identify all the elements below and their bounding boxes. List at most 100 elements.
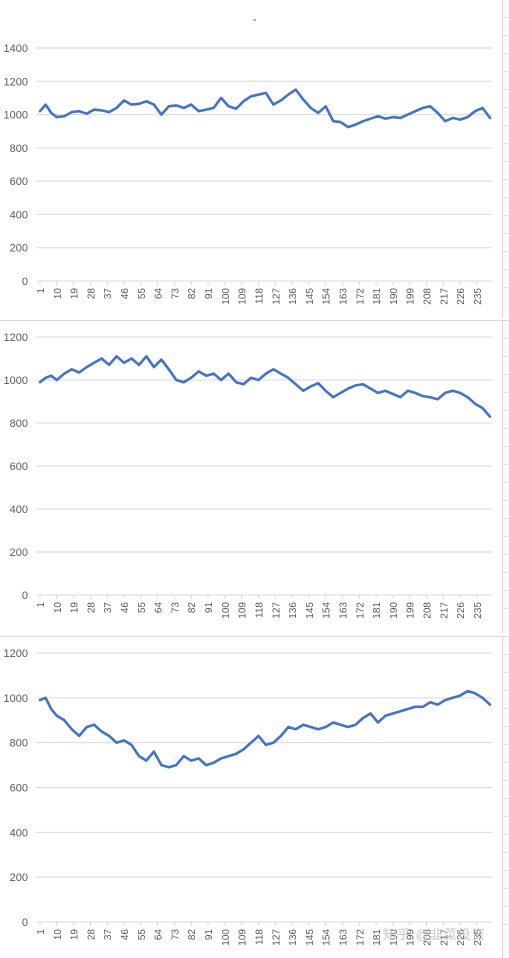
x-tick-label: 226 <box>456 602 467 619</box>
x-tick-label: 118 <box>254 288 265 304</box>
x-tick-label: 190 <box>389 602 400 619</box>
x-tick-label: 181 <box>372 602 383 619</box>
x-tick-label: 28 <box>86 602 97 614</box>
x-tick-label: 136 <box>288 929 299 946</box>
x-tick-label: 55 <box>137 929 148 941</box>
chart-panel-1: - 0 200 400 600 800 1000 1200 1400 1 10 19 28 37 46 55… <box>0 0 509 318</box>
x-tick-label: 136 <box>288 602 299 619</box>
x-tick-label: 190 <box>389 288 400 305</box>
y-tick-label: 0 <box>22 276 28 288</box>
x-tick-label: 208 <box>423 602 434 619</box>
x-tick-label: 19 <box>70 602 81 614</box>
x-tick-label: 145 <box>305 602 316 619</box>
y-tick-label: 1000 <box>4 110 28 122</box>
x-tick-label: 100 <box>221 929 232 946</box>
x-tick-label: 100 <box>221 288 232 305</box>
y-tick-label: 1200 <box>4 332 28 344</box>
x-tick-label: 235 <box>473 602 484 619</box>
x-tick-label: 1 <box>36 288 47 294</box>
x-tick-label: 199 <box>406 929 417 946</box>
x-tick-label: 1 <box>36 602 47 608</box>
x-tick-label: 73 <box>170 602 181 614</box>
watermark-text: 知乎 @韭菜投资 <box>383 927 486 942</box>
series-line-2 <box>38 354 492 418</box>
x-tick-label: 37 <box>103 288 114 300</box>
x-tick-label: 217 <box>439 288 450 305</box>
x-tick-label: 109 <box>238 602 249 619</box>
x-tick-label: 172 <box>355 929 366 946</box>
x-tick-label: 28 <box>86 929 97 941</box>
x-tick-label: 37 <box>103 929 114 941</box>
line-chart-3: 0 200 400 600 800 1000 1200 1 10 19 28 37 46 55 64 73 82… <box>4 648 492 946</box>
chart-panel-3: 0 200 400 600 800 1000 1200 1 10 19 28 37 46 55 64 73 82… <box>0 636 509 958</box>
x-tick-label: 91 <box>204 929 215 941</box>
x-tick-label: 64 <box>154 288 165 300</box>
x-tick-label: 118 <box>254 929 265 945</box>
window-edge <box>502 321 509 633</box>
x-tick-label: 91 <box>204 288 215 300</box>
y-tick-label: 600 <box>10 783 28 795</box>
x-tick-label: 1 <box>36 929 47 935</box>
x-tick-label: 100 <box>221 602 232 619</box>
x-tick-label: 154 <box>322 929 333 946</box>
x-tick-label: 73 <box>170 288 181 300</box>
x-tick-label: 145 <box>305 929 316 946</box>
y-tick-label: 1000 <box>4 693 28 705</box>
x-tick-label: 163 <box>338 929 349 946</box>
y-tick-label: 400 <box>10 209 28 221</box>
y-tick-label: 600 <box>10 461 28 473</box>
x-tick-label: 118 <box>254 602 265 618</box>
y-tick-label: 0 <box>22 590 28 602</box>
y-tick-label: 1200 <box>4 76 28 88</box>
x-tick-label: 127 <box>271 288 282 305</box>
x-tick-label: 163 <box>338 602 349 619</box>
line-chart-1: 0 200 400 600 800 1000 1200 1400 1 10 19 28 37 46 55 64… <box>4 43 492 305</box>
x-tick-label: 145 <box>305 288 316 305</box>
x-tick-label: 127 <box>271 929 282 946</box>
y-tick-label: 800 <box>10 143 28 155</box>
x-tick-label: 64 <box>154 929 165 941</box>
x-tick-label: 235 <box>473 929 484 946</box>
y-tick-label: 1200 <box>4 648 28 660</box>
x-tick-label: 172 <box>355 288 366 305</box>
x-tick-label: 10 <box>53 929 64 941</box>
x-tick-label: 64 <box>154 602 165 614</box>
x-tick-label: 208 <box>423 929 434 946</box>
y-tick-label: 200 <box>10 547 28 559</box>
x-tick-label: 217 <box>439 602 450 619</box>
x-tick-label: 55 <box>137 602 148 614</box>
x-tick-label: 226 <box>456 288 467 305</box>
y-tick-label: 800 <box>10 418 28 430</box>
x-tick-label: 46 <box>120 929 131 941</box>
x-tick-label: 46 <box>120 288 131 300</box>
window-edge <box>502 637 509 958</box>
x-tick-label: 91 <box>204 602 215 614</box>
series-line-3 <box>38 689 492 769</box>
y-tick-label: 200 <box>10 243 28 255</box>
series-line-1 <box>38 88 492 129</box>
y-tick-label: 800 <box>10 738 28 750</box>
x-tick-label: 226 <box>456 929 467 946</box>
x-tick-label: 181 <box>372 929 383 946</box>
chart-title: - <box>252 12 257 26</box>
x-tick-label: 154 <box>322 288 333 305</box>
x-tick-label: 82 <box>187 288 198 300</box>
y-tick-label: 1400 <box>4 43 28 55</box>
y-tick-label: 400 <box>10 504 28 516</box>
x-tick-label: 127 <box>271 602 282 619</box>
x-tick-label: 154 <box>322 602 333 619</box>
y-tick-label: 600 <box>10 176 28 188</box>
chart-panel-2: 0 200 400 600 800 1000 1200 1 10 19 28 37 46 55 64 73 82… <box>0 320 509 633</box>
x-tick-label: 10 <box>53 602 64 614</box>
x-tick-label: 73 <box>170 929 181 941</box>
x-tick-label: 10 <box>53 288 64 300</box>
x-tick-label: 199 <box>406 288 417 305</box>
x-tick-label: 217 <box>439 929 450 946</box>
x-tick-label: 28 <box>86 288 97 300</box>
x-tick-label: 82 <box>187 929 198 941</box>
y-tick-label: 0 <box>22 917 28 929</box>
x-tick-label: 19 <box>70 288 81 300</box>
x-tick-label: 190 <box>389 929 400 946</box>
x-tick-label: 181 <box>372 288 383 305</box>
y-tick-label: 1000 <box>4 375 28 387</box>
